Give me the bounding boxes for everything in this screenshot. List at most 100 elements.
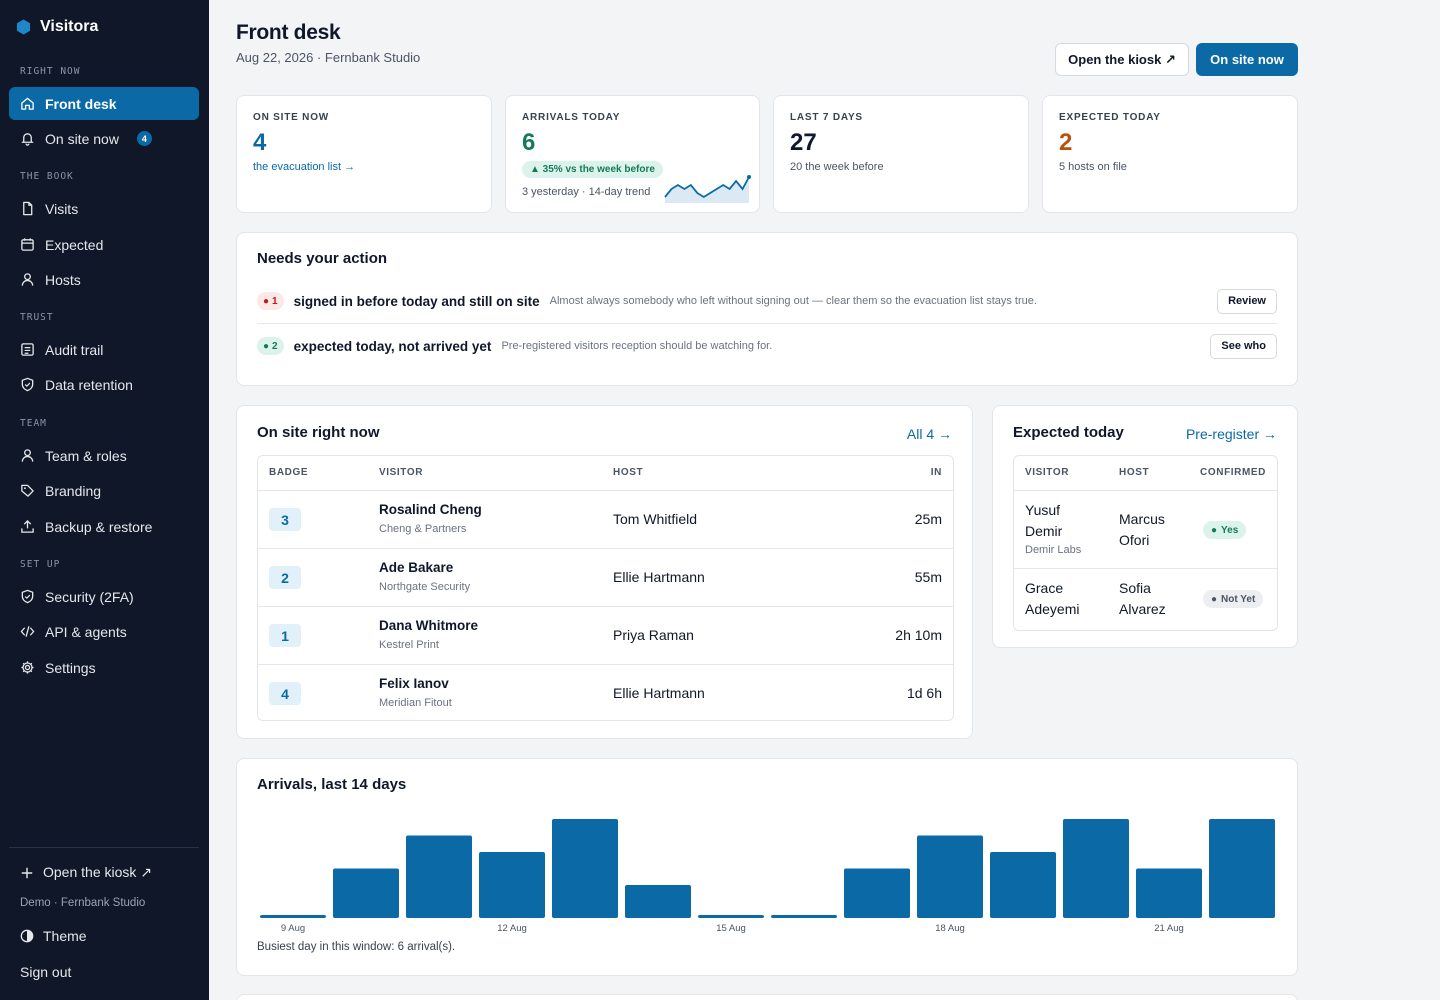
evacuation-list-link[interactable]: the evacuation list →	[253, 161, 356, 173]
host-name: Ellie Hartmann	[613, 685, 705, 701]
action-row: ● 2 expected today, not arrived yet Pre-…	[257, 324, 1277, 368]
host-name-line: Sofia	[1119, 580, 1151, 596]
sidebar-item-hosts[interactable]: Hosts	[9, 263, 199, 296]
bell-icon	[21, 133, 34, 146]
review-button[interactable]: Review	[1217, 288, 1277, 314]
calendar-icon	[21, 238, 34, 251]
sidebar-item-front-desk[interactable]: Front desk	[9, 87, 199, 120]
card-title: Expected today	[1013, 424, 1124, 441]
table-row[interactable]: Yusuf Demir Demir Labs Marcus Ofori ● Ye…	[1014, 490, 1277, 568]
action-note: Pre-registered visitors reception should…	[501, 340, 773, 352]
chart-caption: Busiest day in this window: 6 arrival(s)…	[257, 941, 456, 953]
bar-9-aug	[260, 915, 326, 918]
visitor-name-line: Demir	[1025, 523, 1063, 539]
badge-number: 1	[269, 624, 301, 647]
time-in: 25m	[914, 511, 942, 527]
sidebar-item-visits[interactable]: Visits	[9, 192, 199, 225]
sidebar-item-backup-restore[interactable]: Backup & restore	[9, 510, 199, 543]
sidebar-item-expected[interactable]: Expected	[9, 228, 199, 261]
sign-out-label: Sign out	[20, 964, 72, 980]
upload-icon	[21, 519, 34, 533]
arrivals-bar-chart: 9 Aug 12 Aug 15 Aug 18 Aug 21 Aug	[260, 819, 1275, 934]
bar-14-aug	[625, 885, 691, 918]
sidebar-item-label: Settings	[45, 659, 96, 676]
sidebar-item-settings[interactable]: Settings	[9, 651, 199, 684]
sidebar-item-label: Data retention	[45, 376, 133, 393]
visitor-name: Yusuf Demir	[1025, 500, 1062, 542]
pre-register-link[interactable]: Pre-register →	[1185, 426, 1277, 442]
bar-15-aug	[698, 915, 764, 918]
sidebar-item-data-retention[interactable]: Data retention	[9, 368, 199, 401]
tag-icon	[21, 484, 34, 497]
visitor-name-line: Yusuf	[1025, 502, 1061, 518]
x-tick-label: 21 Aug	[1154, 923, 1184, 934]
chart-title: Arrivals, last 14 days	[257, 776, 407, 793]
sidebar-item-branding[interactable]: Branding	[9, 474, 199, 507]
action-count: ● 2	[257, 337, 284, 355]
action-count-value: 2	[272, 340, 278, 352]
kpi-value: 4	[253, 129, 267, 156]
next-card	[236, 994, 1298, 1000]
sidebar-item-label: API & agents	[45, 623, 127, 640]
host-name: Sofia Alvarez	[1119, 578, 1166, 620]
visitor-company: Kestrel Print	[379, 639, 439, 651]
sidebar-item-on-site-now[interactable]: On site now 4	[9, 122, 199, 155]
kpi-label: EXPECTED TODAY	[1059, 112, 1161, 123]
count-badge: 4	[136, 131, 152, 146]
confirmed-badge-text: Yes	[1221, 524, 1239, 536]
column-header: HOST	[1119, 467, 1150, 478]
open-kiosk-button[interactable]: Open the kiosk ↗	[1055, 43, 1189, 76]
sidebar-item-label: Security (2FA)	[45, 588, 134, 605]
sidebar-item-label: Hosts	[45, 271, 81, 288]
sidebar-item-security-2fa[interactable]: Security (2FA)	[9, 580, 199, 613]
column-header: HOST	[613, 467, 644, 478]
on-site-now-button[interactable]: On site now	[1196, 43, 1298, 76]
see-who-button[interactable]: See who	[1210, 333, 1277, 359]
theme-label: Theme	[43, 928, 87, 944]
sidebar-item-audit-trail[interactable]: Audit trail	[9, 333, 199, 366]
arrivals-chart-card: Arrivals, last 14 days 9 Aug 12 Aug 15 Aug…	[236, 758, 1298, 976]
kpi-label: ARRIVALS TODAY	[522, 112, 621, 123]
kpi-arrivals: ARRIVALS TODAY 6 ▲ 35% vs the week befor…	[505, 95, 760, 213]
kpi-on-site: ON SITE NOW 4 the evacuation list →	[236, 95, 492, 213]
sidebar-item-label: Branding	[45, 482, 102, 499]
sidebar-demo-label: Demo · Fernbank Studio	[20, 897, 146, 909]
x-tick-label: 18 Aug	[935, 923, 965, 934]
sign-out-link[interactable]: Sign out	[20, 964, 71, 980]
list-icon	[21, 343, 34, 356]
bar-17-aug	[844, 868, 910, 918]
column-header: VISITOR	[1025, 467, 1070, 478]
x-tick-label: 12 Aug	[497, 923, 527, 934]
kpi-sub: 3 yesterday · 14-day trend	[522, 186, 651, 198]
action-text: expected today, not arrived yet	[293, 338, 492, 354]
all-onsite-link[interactable]: All 4 →	[906, 426, 952, 442]
contrast-icon	[20, 929, 34, 943]
person-icon	[21, 449, 34, 462]
sidebar-open-kiosk[interactable]: Open the kiosk ↗	[20, 864, 152, 881]
table-row[interactable]: 3 Rosalind Cheng Cheng & Partners Tom Wh…	[258, 490, 953, 548]
table-row[interactable]: Grace Adeyemi Sofia Alvarez ● Not Yet	[1014, 568, 1277, 630]
brand[interactable]: Visitora	[16, 16, 98, 38]
sidebar-item-api-agents[interactable]: API & agents	[9, 615, 199, 648]
sidebar-section-label: THE BOOK	[20, 171, 74, 182]
page-title: Front desk	[236, 21, 341, 44]
sparkline	[664, 175, 751, 203]
column-header: VISITOR	[379, 467, 424, 478]
time-in: 2h 10m	[895, 627, 942, 643]
table-row[interactable]: 4 Felix Ianov Meridian Fitout Ellie Hart…	[258, 664, 953, 720]
theme-toggle[interactable]: Theme	[20, 928, 87, 944]
sidebar-item-label: Team & roles	[45, 447, 127, 464]
visitor-name: Rosalind Cheng	[379, 502, 482, 517]
shield-icon	[21, 589, 34, 604]
kpi-value: 2	[1059, 129, 1073, 156]
bar-11-aug	[406, 835, 472, 918]
action-count: ● 1	[257, 292, 284, 310]
bar-16-aug	[771, 915, 837, 918]
sidebar-item-team-roles[interactable]: Team & roles	[9, 439, 199, 472]
table-row[interactable]: 1 Dana Whitmore Kestrel Print Priya Rama…	[258, 606, 953, 664]
table-row[interactable]: 2 Ade Bakare Northgate Security Ellie Ha…	[258, 548, 953, 606]
bar-13-aug	[552, 819, 618, 918]
sidebar-item-label: Visits	[45, 200, 79, 217]
host-name: Tom Whitfield	[613, 511, 698, 527]
column-header: CONFIRMED	[1200, 467, 1266, 478]
